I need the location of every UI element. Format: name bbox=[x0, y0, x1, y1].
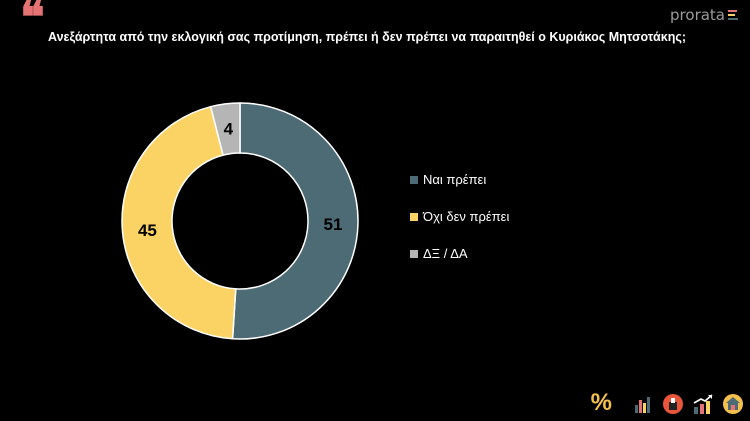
quote-icon: ❝ bbox=[20, 0, 45, 44]
data-label: 51 bbox=[323, 215, 342, 234]
data-label: 4 bbox=[224, 120, 234, 139]
legend-swatch bbox=[410, 249, 418, 258]
donut-slice bbox=[231, 102, 359, 340]
brand-bars-icon bbox=[728, 10, 738, 20]
data-label: 45 bbox=[138, 221, 157, 240]
brand-name: prorata bbox=[670, 6, 725, 24]
legend-label: Ναι πρέπει bbox=[423, 172, 487, 187]
legend: Ναι πρέπει Όχι δεν πρέπει ΔΞ / ΔΑ bbox=[410, 172, 509, 261]
chart-title: Ανεξάρτητα από την εκλογική σας προτίμησ… bbox=[48, 30, 686, 44]
percent-icon: % bbox=[590, 389, 612, 416]
donut-slice bbox=[209, 102, 241, 157]
legend-item-no: Όχι δεν πρέπει bbox=[410, 209, 509, 224]
legend-item-dk: ΔΞ / ΔΑ bbox=[410, 246, 509, 261]
donut-slice bbox=[121, 105, 237, 340]
legend-swatch bbox=[410, 212, 418, 221]
trend-up-icon bbox=[692, 393, 714, 415]
footer-icons: % bbox=[591, 391, 744, 415]
legend-label: ΔΞ / ΔΑ bbox=[423, 246, 468, 261]
legend-label: Όχι δεν πρέπει bbox=[423, 209, 510, 224]
legend-item-yes: Ναι πρέπει bbox=[410, 172, 509, 187]
house-icon bbox=[722, 393, 744, 415]
legend-swatch bbox=[410, 175, 418, 184]
brand-logo: prorata bbox=[670, 6, 738, 24]
ballot-box-icon bbox=[662, 393, 684, 415]
bar-chart-icon bbox=[632, 393, 654, 415]
